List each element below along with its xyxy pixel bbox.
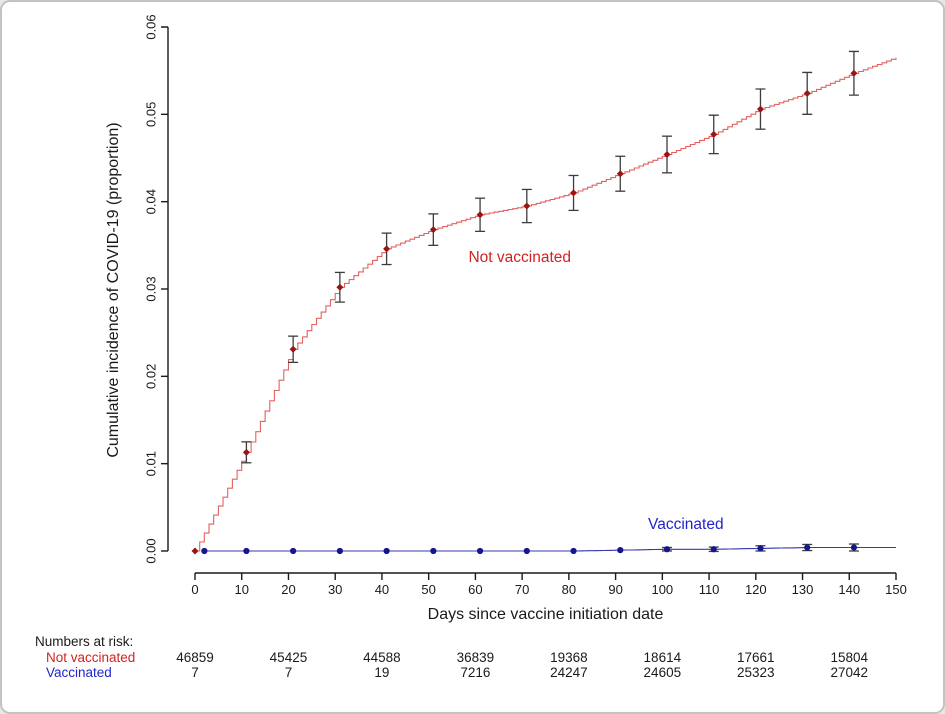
x-tick-label: 90 — [608, 582, 622, 597]
x-tick-label: 10 — [234, 582, 248, 597]
risk-count: 15804 — [830, 650, 869, 665]
risk-count: 24605 — [643, 665, 682, 680]
data-point-not-vaccinated — [663, 151, 671, 159]
data-point-vaccinated — [663, 546, 671, 553]
risk-count: 46859 — [176, 650, 214, 665]
data-point-vaccinated — [850, 544, 858, 551]
data-point-not-vaccinated — [570, 189, 578, 197]
data-point-not-vaccinated — [242, 448, 250, 456]
data-point-not-vaccinated — [476, 211, 484, 219]
data-point-vaccinated — [290, 547, 297, 555]
step-curve-vaccinated — [204, 546, 896, 552]
data-point-vaccinated — [243, 547, 250, 555]
risk-row-label-not-vaccinated: Not vaccinated — [46, 650, 136, 665]
data-point-vaccinated — [710, 546, 717, 553]
risk-count: 7216 — [460, 665, 491, 680]
risk-count: 27042 — [830, 665, 869, 680]
data-point-not-vaccinated — [289, 345, 297, 353]
y-axis-title: Cumulative incidence of COVID-19 (propor… — [105, 122, 122, 458]
x-tick-label: 0 — [191, 582, 198, 597]
data-point-vaccinated — [617, 547, 624, 554]
risk-count: 36839 — [456, 650, 495, 665]
x-tick-label: 140 — [838, 582, 860, 597]
data-point-not-vaccinated — [383, 245, 391, 253]
y-tick-label: 0.04 — [143, 189, 158, 214]
data-point-vaccinated — [201, 547, 208, 555]
risk-count: 45425 — [269, 650, 308, 665]
risk-count: 24247 — [550, 665, 588, 680]
data-point-not-vaccinated — [336, 283, 344, 291]
risk-count: 19 — [374, 665, 390, 680]
y-tick-label: 0.02 — [143, 364, 158, 389]
y-tick-label: 0.06 — [143, 14, 158, 39]
risk-count: 44588 — [363, 650, 401, 665]
x-tick-label: 60 — [468, 582, 482, 597]
y-tick-label: 0.00 — [143, 538, 158, 563]
risk-row-label-vaccinated: Vaccinated — [46, 665, 112, 680]
x-tick-label: 120 — [745, 582, 767, 597]
x-tick-label: 130 — [792, 582, 814, 597]
risk-count: 19368 — [550, 650, 588, 665]
data-point-vaccinated — [336, 547, 343, 555]
data-point-not-vaccinated — [191, 547, 199, 555]
x-tick-label: 50 — [421, 582, 435, 597]
data-point-not-vaccinated — [803, 89, 811, 97]
y-tick-label: 0.01 — [143, 451, 158, 476]
series-label-vaccinated: Vaccinated — [648, 515, 724, 533]
risk-count: 25323 — [737, 665, 775, 680]
risk-count: 17661 — [737, 650, 775, 665]
risk-count: 7 — [284, 665, 293, 680]
x-tick-label: 20 — [281, 582, 295, 597]
risk-count: 18614 — [643, 650, 682, 665]
data-point-vaccinated — [757, 545, 764, 552]
x-tick-label: 110 — [699, 582, 720, 597]
step-curve-not-vaccinated — [195, 57, 897, 552]
data-point-not-vaccinated — [429, 226, 437, 234]
x-axis-title: Days since vaccine initiation date — [427, 606, 664, 623]
numbers-at-risk-header: Numbers at risk: — [35, 634, 134, 649]
data-point-not-vaccinated — [616, 170, 624, 178]
data-point-vaccinated — [570, 547, 577, 555]
x-tick-label: 80 — [562, 582, 576, 597]
data-point-not-vaccinated — [710, 130, 718, 138]
data-point-not-vaccinated — [756, 105, 764, 113]
y-tick-label: 0.05 — [143, 102, 158, 127]
x-tick-label: 70 — [515, 582, 529, 597]
risk-count: 7 — [191, 665, 199, 680]
x-tick-label: 40 — [375, 582, 389, 597]
data-point-not-vaccinated — [850, 69, 858, 77]
data-point-not-vaccinated — [523, 202, 531, 210]
x-tick-label: 150 — [885, 582, 907, 597]
data-point-vaccinated — [476, 547, 484, 555]
y-tick-label: 0.03 — [143, 276, 158, 301]
data-point-vaccinated — [804, 544, 811, 551]
data-point-vaccinated — [523, 547, 530, 555]
x-tick-label: 30 — [328, 582, 342, 597]
data-point-vaccinated — [430, 547, 437, 555]
series-label-not-vaccinated: Not vaccinated — [468, 248, 571, 266]
data-point-vaccinated — [383, 547, 390, 555]
x-tick-label: 100 — [651, 582, 673, 597]
